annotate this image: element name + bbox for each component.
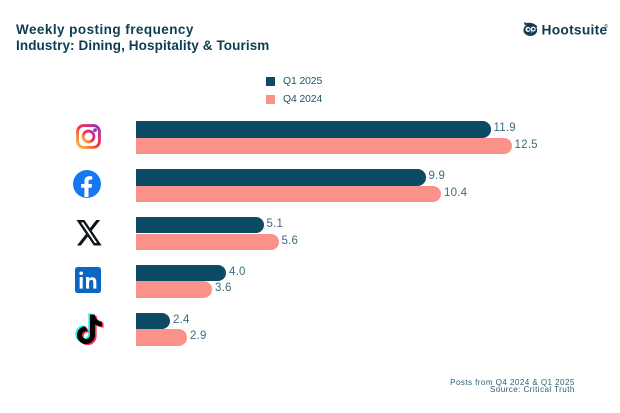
svg-text:Hootsuite: Hootsuite [542, 22, 608, 37]
svg-text:®: ® [604, 23, 608, 30]
